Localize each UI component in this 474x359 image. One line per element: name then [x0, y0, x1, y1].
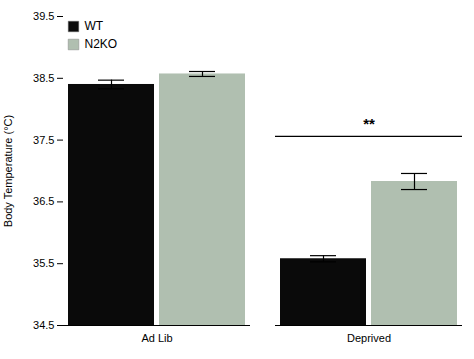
svg-text:WT: WT	[85, 19, 104, 33]
svg-text:38.5: 38.5	[33, 72, 54, 84]
svg-text:37.5: 37.5	[33, 134, 54, 146]
svg-text:N2KO: N2KO	[85, 37, 118, 51]
svg-text:Body Temperature (°C): Body Temperature (°C)	[2, 115, 14, 227]
svg-text:Ad Lib: Ad Lib	[141, 332, 172, 344]
svg-text:Deprived: Deprived	[347, 332, 391, 344]
svg-text:36.5: 36.5	[33, 195, 54, 207]
svg-text:35.5: 35.5	[33, 257, 54, 269]
svg-text:39.5: 39.5	[33, 10, 54, 22]
svg-text:**: **	[363, 115, 375, 132]
svg-text:34.5: 34.5	[33, 319, 54, 331]
